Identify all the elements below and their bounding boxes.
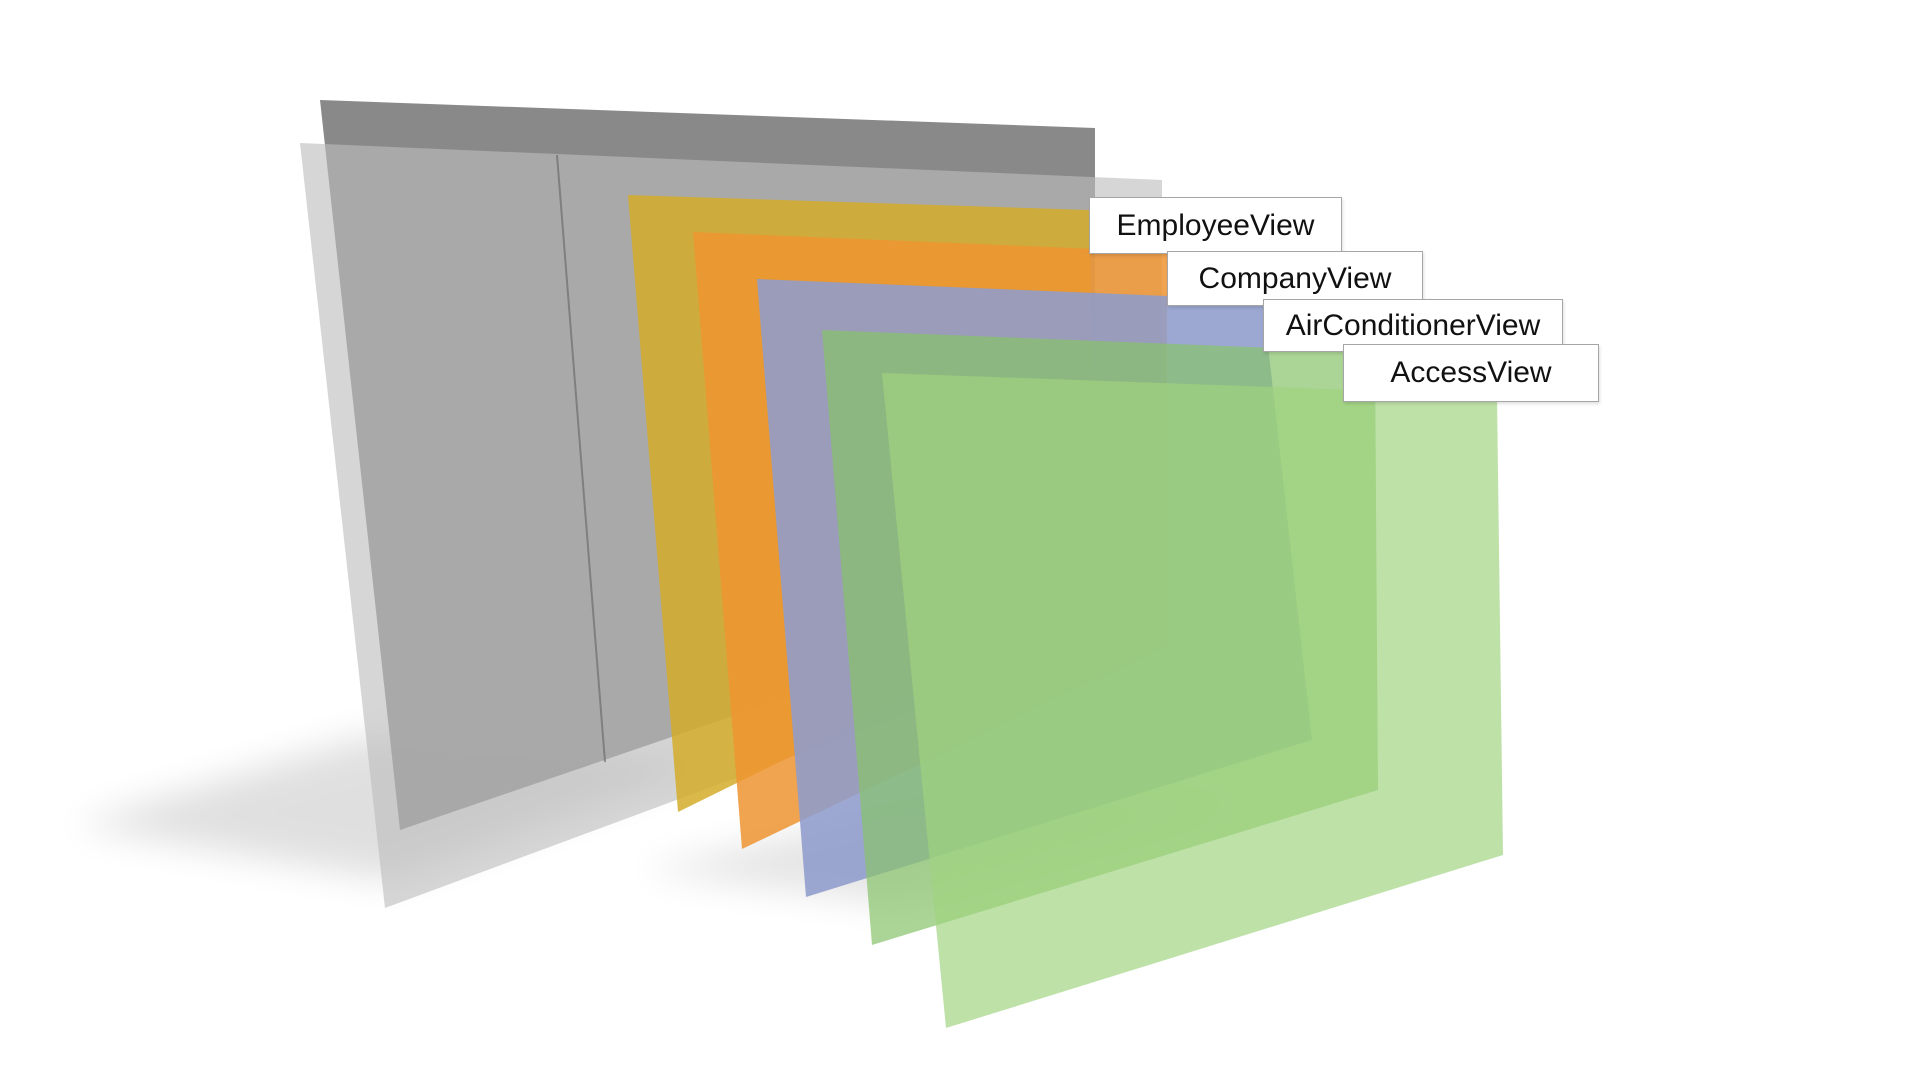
view-planes (628, 195, 1503, 1028)
employee-view-label: EmployeeView (1089, 197, 1342, 254)
access-view-label: AccessView (1343, 344, 1599, 402)
company-view-label: CompanyView (1167, 251, 1423, 306)
base-layer-seam (556, 154, 606, 763)
access-view-plane-front (882, 373, 1503, 1028)
air-conditioner-view-label: AirConditionerView (1263, 299, 1563, 352)
